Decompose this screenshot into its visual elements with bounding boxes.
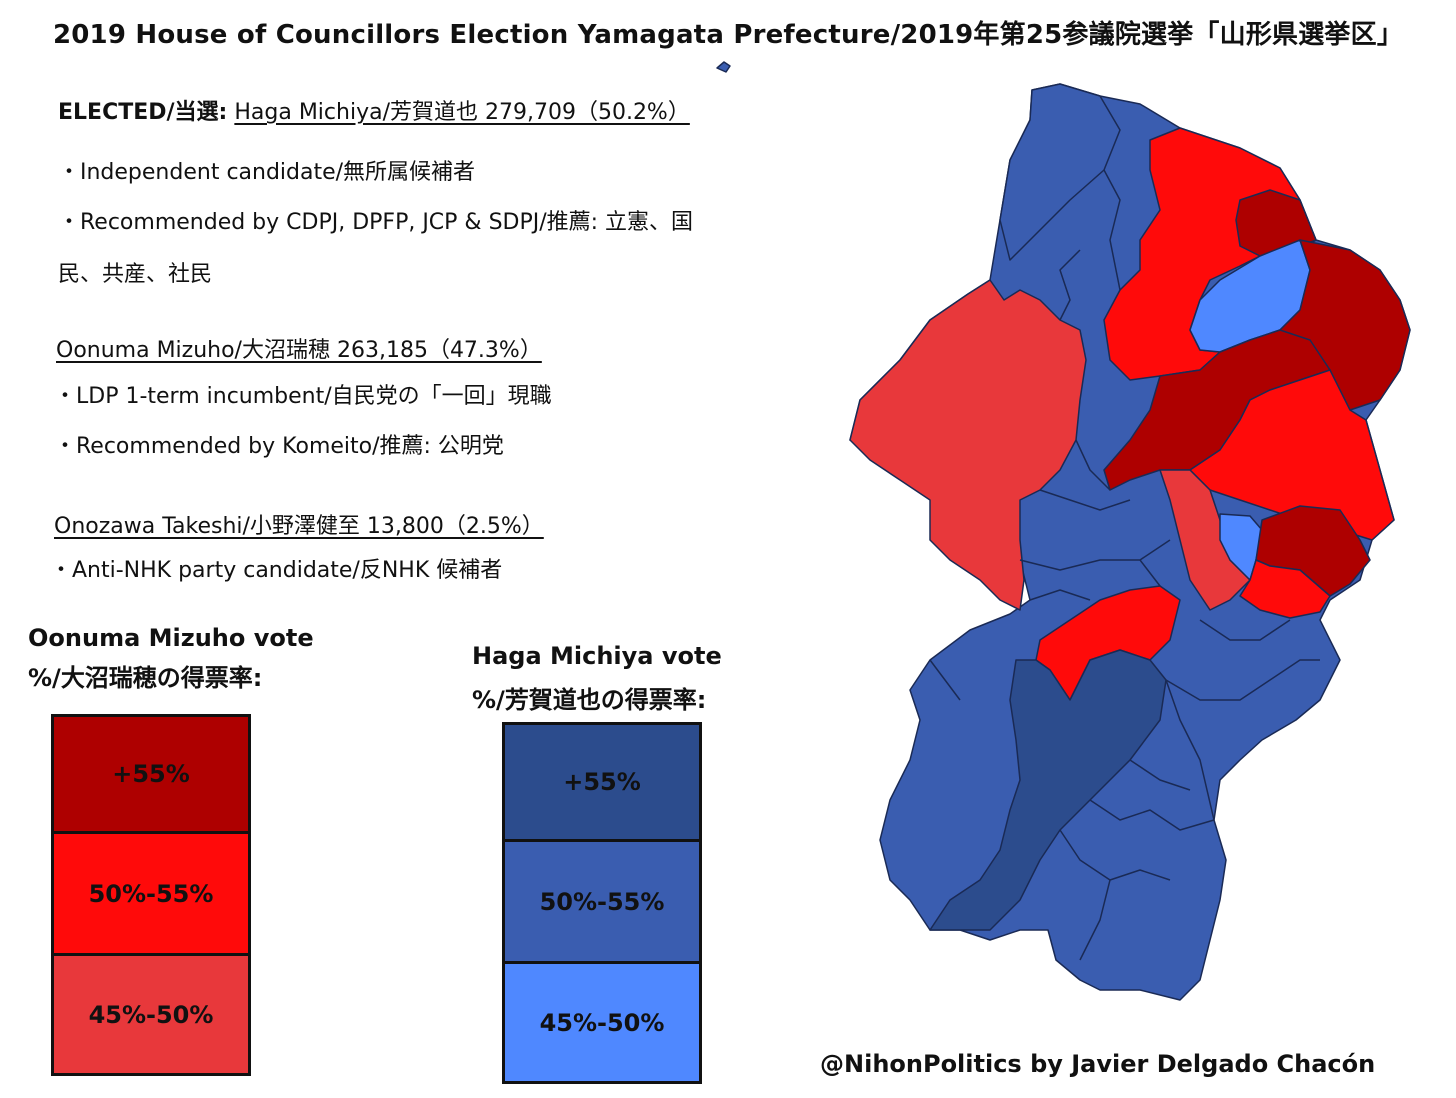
legend-label: 45%-50% xyxy=(539,1008,665,1037)
legend-haga-title: Haga Michiya vote %/芳賀道也の得票率: xyxy=(472,636,722,720)
legend-haga-cell-55: +55% xyxy=(505,725,699,842)
map-border-lines xyxy=(929,169,1320,961)
credit: @NihonPolitics by Javier Delgado Chacón xyxy=(820,1050,1376,1078)
legend-oonuma-cell-55: +55% xyxy=(54,717,248,834)
third-bullet-party: ・Anti-NHK party candidate/反NHK 候補者 xyxy=(50,558,503,583)
map-region-okitama-dark xyxy=(929,649,1167,931)
legend-oonuma-title-line1: Oonuma Mizuho vote xyxy=(28,624,314,652)
legend-haga-title-line1: Haga Michiya vote xyxy=(472,642,722,670)
elected-bullet-recommended: ・Recommended by CDPJ, DPFP, JCP & SDPJ/推… xyxy=(58,210,694,235)
legend-haga-cell-45: 45%-50% xyxy=(505,964,699,1081)
legend-label: 50%-55% xyxy=(88,879,214,908)
legend-oonuma-title: Oonuma Mizuho vote %/大沼瑞穂の得票率: xyxy=(28,618,314,698)
legend-haga: +55% 50%-55% 45%-50% xyxy=(502,722,702,1084)
elected-bullet-independent: ・Independent candidate/無所属候補者 xyxy=(58,160,476,185)
legend-oonuma: +55% 50%-55% 45%-50% xyxy=(51,714,251,1076)
elected-candidate: Haga Michiya/芳賀道也 279,709（50.2%） xyxy=(234,100,690,125)
elected-label: ELECTED/当選: xyxy=(58,100,228,125)
second-bullet-recommended: ・Recommended by Komeito/推薦: 公明党 xyxy=(54,434,504,459)
legend-label: +55% xyxy=(112,760,190,788)
map-region-se-red xyxy=(1239,559,1331,619)
second-bullet-incumbent: ・LDP 1-term incumbent/自民党の「一回」現職 xyxy=(54,384,552,409)
third-candidate: Onozawa Takeshi/小野澤健至 13,800（2.5%） xyxy=(54,514,544,539)
second-candidate: Oonuma Mizuho/大沼瑞穂 263,185（47.3%） xyxy=(56,338,542,363)
legend-oonuma-cell-50: 50%-55% xyxy=(54,834,248,956)
legend-haga-title-line2: %/芳賀道也の得票率: xyxy=(472,686,707,714)
legend-haga-cell-50: 50%-55% xyxy=(505,842,699,964)
legend-label: 45%-50% xyxy=(88,1000,214,1029)
legend-label: +55% xyxy=(563,768,641,796)
legend-label: 50%-55% xyxy=(539,887,665,916)
page-title: 2019 House of Councillors Election Yamag… xyxy=(52,20,1404,50)
legend-oonuma-title-line2: %/大沼瑞穂の得票率: xyxy=(28,664,263,692)
legend-oonuma-cell-45: 45%-50% xyxy=(54,956,248,1073)
elected-bullet-recommended-cont: 民、共産、社民 xyxy=(58,262,213,287)
elected-headline-row: ELECTED/当選: Haga Michiya/芳賀道也 279,709（50… xyxy=(58,94,690,126)
map-region-east-dark xyxy=(1279,239,1411,411)
map-region-nw xyxy=(999,83,1121,261)
map-region-tobishima xyxy=(716,61,731,73)
map-region-strip xyxy=(1159,469,1251,611)
